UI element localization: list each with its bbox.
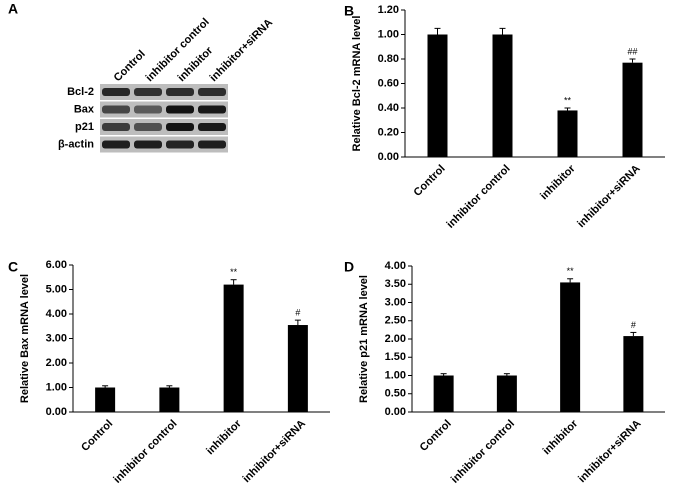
- bar: [95, 387, 116, 412]
- blot-band: [102, 88, 130, 96]
- significance: **: [564, 95, 572, 105]
- bar: [623, 336, 644, 412]
- y-tick-label: 0.00: [46, 406, 67, 418]
- y-tick-label: 1.00: [46, 381, 67, 393]
- blot-band: [102, 123, 130, 131]
- bar: [560, 282, 581, 412]
- x-tick-label: Control: [418, 418, 454, 454]
- blot-band: [198, 88, 226, 96]
- panel-label: A: [8, 1, 18, 17]
- y-tick-label: 1.20: [378, 4, 399, 16]
- x-tick-label: inhibitor control: [449, 418, 517, 486]
- panel-label: D: [344, 259, 354, 275]
- y-tick-label: 1.00: [378, 28, 399, 40]
- x-tick-label: Control: [412, 163, 448, 199]
- blot-band: [198, 105, 226, 114]
- x-tick-label: inhibitor: [541, 417, 581, 457]
- bar: [159, 387, 180, 412]
- significance: ##: [627, 46, 637, 56]
- blot-band: [134, 140, 162, 149]
- x-tick-label: inhibitor control: [111, 418, 179, 486]
- band-label: p21: [75, 121, 94, 133]
- x-tick-label: inhibitor: [204, 417, 244, 457]
- blot-band: [134, 88, 162, 96]
- y-tick-label: 6.00: [46, 259, 67, 271]
- blot-strip: [100, 136, 228, 153]
- y-tick-label: 3.00: [385, 296, 406, 308]
- blot-band: [166, 123, 194, 131]
- significance: **: [230, 267, 238, 277]
- y-tick-label: 0.20: [378, 126, 399, 138]
- y-tick-label: 5.00: [46, 283, 67, 295]
- panel-label: C: [8, 259, 18, 275]
- y-tick-label: 0.00: [385, 406, 406, 418]
- bar: [287, 325, 308, 412]
- bar: [223, 284, 244, 412]
- band-label: Bcl-2: [67, 86, 94, 98]
- x-tick-label: inhibitor+siRNA: [575, 163, 643, 231]
- blot-strip: [100, 101, 228, 118]
- bar: [492, 34, 513, 157]
- bar: [427, 34, 448, 157]
- panel-label: B: [344, 3, 354, 19]
- y-tick-label: 2.50: [385, 315, 406, 327]
- blot-band: [166, 105, 194, 114]
- blot-band: [102, 105, 130, 114]
- band-label: Bax: [74, 103, 95, 115]
- bar: [433, 375, 454, 412]
- y-tick-label: 1.50: [385, 351, 406, 363]
- lane-label: Control: [112, 48, 148, 84]
- blot-band: [102, 140, 130, 149]
- significance: #: [295, 308, 300, 318]
- blot-band: [166, 140, 194, 149]
- x-tick-label: Control: [79, 418, 115, 454]
- y-tick-label: 4.00: [385, 260, 406, 272]
- y-tick-label: 3.50: [385, 278, 406, 290]
- y-tick-label: 2.00: [385, 333, 406, 345]
- y-tick-label: 0.60: [378, 77, 399, 89]
- bar: [557, 110, 578, 157]
- blot-band: [134, 105, 162, 114]
- x-tick-label: inhibitor: [538, 162, 578, 202]
- x-tick-label: inhibitor control: [445, 163, 513, 231]
- lane-label: inhibitor+siRNA: [208, 17, 276, 85]
- significance: #: [631, 320, 636, 330]
- blot-strip: [100, 84, 228, 100]
- blot-band: [198, 123, 226, 131]
- y-tick-label: 0.80: [378, 53, 399, 65]
- y-tick-label: 0.40: [378, 102, 399, 114]
- y-axis-title: Relative Bcl-2 mRNA level: [351, 16, 363, 152]
- y-tick-label: 0.00: [378, 151, 399, 163]
- blot-band: [198, 140, 226, 149]
- significance: **: [567, 266, 575, 276]
- blot-band: [166, 88, 194, 96]
- y-tick-label: 0.50: [385, 388, 406, 400]
- bar: [496, 375, 517, 412]
- y-tick-label: 3.00: [46, 332, 67, 344]
- y-axis-title: Relative Bax mRNA level: [19, 274, 31, 403]
- y-tick-label: 1.00: [385, 369, 406, 381]
- x-tick-label: inhibitor+siRNA: [241, 418, 309, 486]
- y-tick-label: 4.00: [46, 308, 67, 320]
- blot-band: [134, 123, 162, 131]
- y-tick-label: 2.00: [46, 357, 67, 369]
- bar: [622, 62, 643, 157]
- band-label: β-actin: [58, 138, 94, 150]
- x-tick-label: inhibitor+siRNA: [576, 418, 644, 486]
- y-axis-title: Relative p21 mRNA level: [358, 275, 370, 403]
- blot-strip: [100, 119, 228, 135]
